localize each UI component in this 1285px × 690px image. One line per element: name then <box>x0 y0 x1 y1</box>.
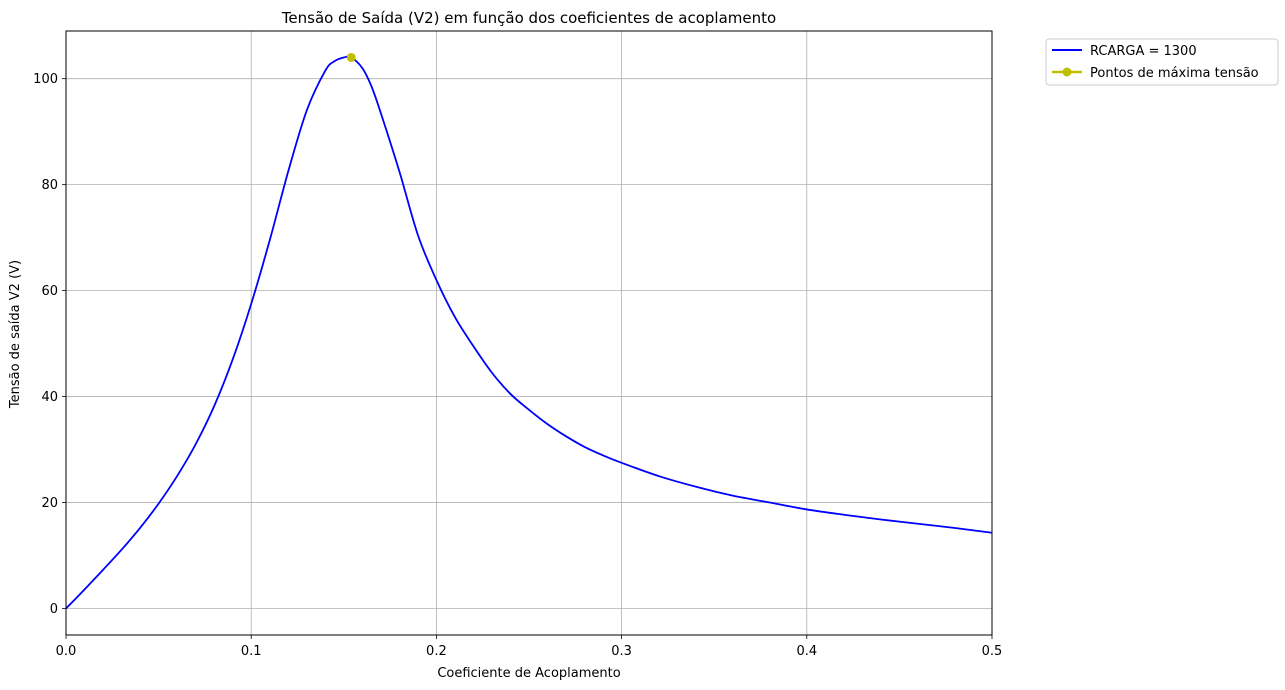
y-tick-label: 40 <box>41 390 58 405</box>
x-tick-label: 0.5 <box>982 644 1003 659</box>
x-tick-label: 0.2 <box>426 644 447 659</box>
axes-frame <box>65 30 993 636</box>
x-axis-ticks: 0.0 0.1 0.2 0.3 0.4 0.5 <box>56 635 1003 659</box>
x-tick-label: 0.1 <box>241 644 262 659</box>
x-tick-label: 0.4 <box>796 644 817 659</box>
series-line-rcarga <box>65 55 993 610</box>
plot-area <box>65 52 993 610</box>
y-tick-label: 100 <box>33 72 58 87</box>
y-tick-label: 80 <box>41 178 58 193</box>
y-tick-label: 60 <box>41 284 58 299</box>
legend: RCARGA = 1300 Pontos de máxima tensão <box>1045 38 1279 86</box>
max-voltage-point <box>346 52 356 62</box>
x-axis-label: Coeficiente de Acoplamento <box>437 666 620 681</box>
grid <box>65 31 993 635</box>
chart-title: Tensão de Saída (V2) em função dos coefi… <box>281 9 776 27</box>
y-axis-label: Tensão de saída V2 (V) <box>8 260 23 409</box>
legend-label-series-2: Pontos de máxima tensão <box>1090 66 1259 81</box>
y-tick-label: 0 <box>50 602 58 617</box>
legend-label-series-1: RCARGA = 1300 <box>1090 44 1197 59</box>
x-tick-label: 0.3 <box>611 644 632 659</box>
y-axis-ticks: 0 20 40 60 80 100 <box>33 72 66 617</box>
x-tick-label: 0.0 <box>56 644 77 659</box>
legend-box <box>1045 38 1279 86</box>
y-tick-label: 20 <box>41 496 58 511</box>
legend-marker-series-2 <box>1062 67 1072 77</box>
